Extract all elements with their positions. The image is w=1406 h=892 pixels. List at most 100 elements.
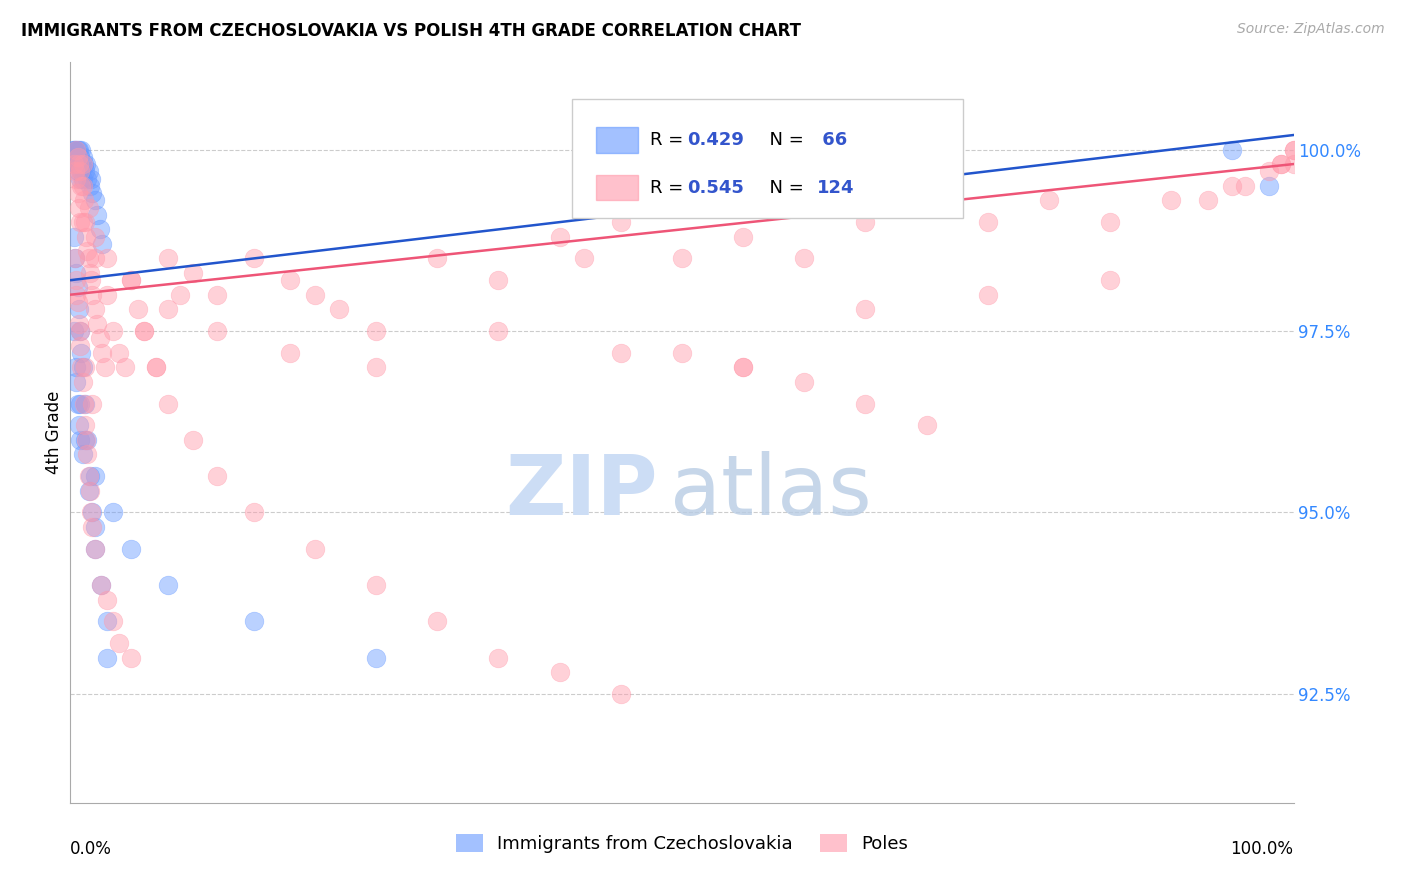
- Point: [77, 164, 100, 178]
- Point: [66, 143, 89, 157]
- Point: [80, 171, 103, 186]
- Point: [733, 360, 755, 375]
- Point: [488, 273, 510, 287]
- Point: [280, 345, 302, 359]
- Point: [77, 252, 100, 266]
- Point: [976, 215, 998, 229]
- FancyBboxPatch shape: [596, 128, 638, 153]
- Point: [72, 447, 94, 461]
- Point: [63, 252, 86, 266]
- Point: [66, 150, 89, 164]
- Point: [73, 360, 96, 375]
- Point: [65, 273, 87, 287]
- Point: [145, 360, 167, 375]
- Point: [366, 324, 388, 338]
- Point: [127, 302, 149, 317]
- Point: [72, 375, 94, 389]
- Point: [70, 360, 93, 375]
- Text: N =: N =: [758, 131, 810, 149]
- Point: [79, 266, 101, 280]
- Point: [169, 287, 191, 301]
- Point: [855, 215, 877, 229]
- Point: [69, 150, 91, 164]
- Point: [1258, 164, 1281, 178]
- Point: [65, 287, 87, 301]
- Point: [79, 469, 101, 483]
- Point: [76, 171, 98, 186]
- Point: [67, 317, 90, 331]
- Point: [548, 665, 571, 680]
- Point: [67, 418, 90, 433]
- Point: [671, 252, 693, 266]
- Point: [82, 520, 104, 534]
- Point: [66, 164, 89, 178]
- Point: [65, 171, 87, 186]
- Point: [76, 244, 98, 259]
- Point: [67, 143, 90, 157]
- Point: [976, 287, 998, 301]
- Point: [72, 157, 94, 171]
- Text: ZIP: ZIP: [505, 451, 658, 533]
- Point: [63, 143, 86, 157]
- Point: [488, 650, 510, 665]
- Point: [1270, 157, 1292, 171]
- Point: [75, 433, 97, 447]
- Text: 66: 66: [817, 131, 848, 149]
- Point: [366, 578, 388, 592]
- Point: [108, 636, 131, 650]
- Point: [75, 157, 97, 171]
- Point: [1099, 273, 1122, 287]
- Point: [67, 157, 90, 171]
- Point: [96, 615, 118, 629]
- Point: [70, 164, 93, 178]
- Text: R =: R =: [650, 131, 689, 149]
- Point: [69, 324, 91, 338]
- Point: [69, 324, 91, 338]
- Point: [69, 396, 91, 410]
- Point: [157, 302, 180, 317]
- Point: [101, 506, 124, 520]
- Point: [366, 650, 388, 665]
- Point: [69, 164, 91, 178]
- Point: [73, 396, 96, 410]
- Text: N =: N =: [758, 178, 810, 197]
- Point: [72, 178, 94, 193]
- Text: atlas: atlas: [669, 451, 872, 533]
- Point: [73, 418, 96, 433]
- Point: [157, 396, 180, 410]
- Point: [63, 164, 86, 178]
- Point: [90, 578, 112, 592]
- Point: [855, 396, 877, 410]
- Point: [80, 506, 103, 520]
- Point: [67, 157, 90, 171]
- Point: [101, 615, 124, 629]
- Point: [69, 338, 91, 352]
- Point: [366, 360, 388, 375]
- Point: [67, 302, 90, 317]
- Point: [72, 360, 94, 375]
- Point: [304, 287, 326, 301]
- Point: [93, 360, 115, 375]
- Point: [83, 469, 105, 483]
- Point: [91, 236, 114, 251]
- Point: [63, 324, 86, 338]
- Point: [181, 266, 204, 280]
- Point: [1282, 157, 1305, 171]
- Point: [63, 157, 86, 171]
- Point: [855, 302, 877, 317]
- Point: [67, 201, 90, 215]
- Point: [145, 360, 167, 375]
- Point: [65, 375, 87, 389]
- Point: [793, 157, 815, 171]
- Point: [63, 143, 86, 157]
- Point: [73, 157, 96, 171]
- Point: [73, 164, 96, 178]
- Point: [77, 469, 100, 483]
- Point: [280, 273, 302, 287]
- Point: [121, 273, 143, 287]
- Point: [426, 615, 449, 629]
- Point: [83, 194, 105, 208]
- Point: [157, 252, 180, 266]
- FancyBboxPatch shape: [596, 175, 638, 201]
- Point: [73, 194, 96, 208]
